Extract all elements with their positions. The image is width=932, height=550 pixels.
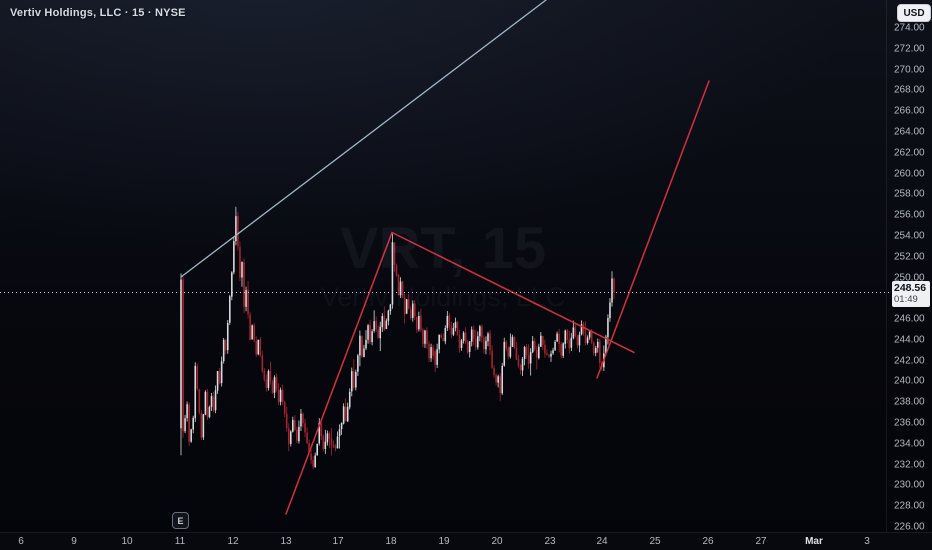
currency-button[interactable]: USD bbox=[897, 4, 931, 22]
price-tick-228: 228.00 bbox=[894, 500, 925, 512]
time-tick-18: 18 bbox=[385, 536, 397, 547]
bar-countdown: 01:49 bbox=[894, 293, 918, 305]
trendline-ascending-trendline[interactable] bbox=[180, 0, 547, 278]
trendline-red-projection-line[interactable] bbox=[596, 80, 710, 379]
price-tick-256: 256.00 bbox=[894, 209, 925, 221]
time-tick-23: 23 bbox=[544, 536, 556, 547]
price-tick-268: 268.00 bbox=[894, 84, 925, 96]
earnings-marker-icon[interactable]: E bbox=[172, 512, 189, 529]
price-tick-234: 234.00 bbox=[894, 438, 925, 450]
time-tick-27: 27 bbox=[755, 536, 767, 547]
price-tick-260: 260.00 bbox=[894, 168, 925, 180]
price-tick-246: 246.00 bbox=[894, 313, 925, 325]
price-axis[interactable]: USD 226.00 228.00 230.00 232.00 234.00 236.00… bbox=[886, 0, 932, 533]
current-price-value: 248.56 bbox=[894, 282, 927, 295]
price-tick-232: 232.00 bbox=[894, 459, 925, 471]
time-tick-11: 11 bbox=[174, 536, 186, 547]
symbol-title[interactable]: Vertiv Holdings, LLC · 15 · NYSE bbox=[10, 7, 186, 19]
time-axis[interactable]: 6 9 10 11 12 13 17 18 19 20 23 24 25 26 27 Mar 3 bbox=[0, 532, 932, 550]
time-tick-25: 25 bbox=[649, 536, 661, 547]
time-tick-19: 19 bbox=[438, 536, 450, 547]
price-tick-250: 250.00 bbox=[894, 272, 925, 283]
price-tick-270: 270.00 bbox=[894, 64, 925, 76]
time-tick-9: 9 bbox=[71, 536, 77, 547]
price-tick-230: 230.00 bbox=[894, 479, 925, 491]
price-tick-226: 226.00 bbox=[894, 521, 925, 533]
price-tick-258: 258.00 bbox=[894, 188, 925, 200]
trendline-red-zigzag-trendline[interactable] bbox=[285, 231, 635, 515]
price-tick-264: 264.00 bbox=[894, 126, 925, 138]
time-tick-6: 6 bbox=[18, 536, 24, 547]
time-tick-3: 3 bbox=[864, 536, 870, 547]
price-tick-266: 266.00 bbox=[894, 105, 925, 117]
time-tick-20: 20 bbox=[491, 536, 503, 547]
earnings-marker-letter: E bbox=[177, 515, 184, 526]
price-tick-244: 244.00 bbox=[894, 334, 925, 346]
candles bbox=[180, 206, 615, 470]
price-tick-254: 254.00 bbox=[894, 230, 925, 242]
price-tick-236: 236.00 bbox=[894, 417, 925, 429]
current-price-label[interactable]: 248.56 01:49 bbox=[892, 281, 930, 308]
price-tick-238: 238.00 bbox=[894, 396, 925, 408]
price-tick-272: 272.00 bbox=[894, 43, 925, 55]
price-tick-242: 242.00 bbox=[894, 355, 925, 367]
time-tick-24: 24 bbox=[596, 536, 608, 547]
price-tick-274: 274.00 bbox=[894, 22, 925, 34]
price-tick-262: 262.00 bbox=[894, 147, 925, 159]
time-tick-17: 17 bbox=[332, 536, 344, 547]
price-tick-252: 252.00 bbox=[894, 251, 925, 263]
time-tick-12: 12 bbox=[227, 536, 239, 547]
time-tick-26: 26 bbox=[702, 536, 714, 547]
time-tick-10: 10 bbox=[121, 536, 133, 547]
time-tick-13: 13 bbox=[280, 536, 292, 547]
price-tick-240: 240.00 bbox=[894, 375, 925, 387]
time-tick-Mar: Mar bbox=[805, 536, 823, 547]
